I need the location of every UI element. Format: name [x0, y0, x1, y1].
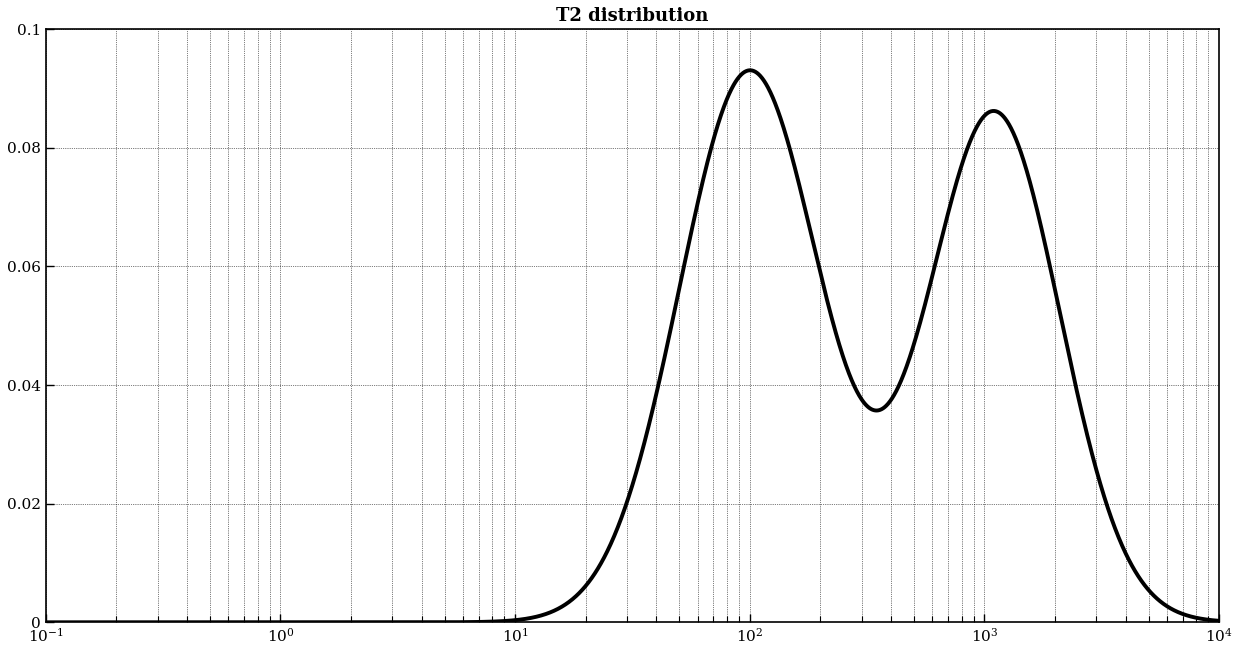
- Title: T2 distribution: T2 distribution: [557, 7, 709, 25]
